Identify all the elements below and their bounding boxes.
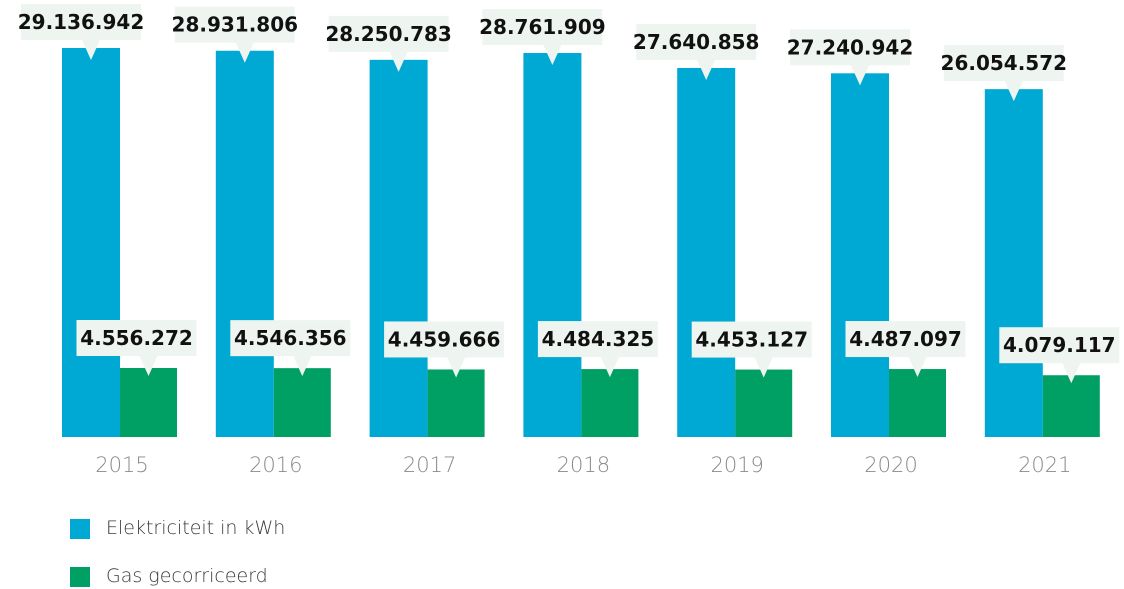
data-label-pointer xyxy=(139,356,158,376)
data-label-box xyxy=(537,321,658,358)
data-label-box xyxy=(21,4,141,40)
data-label-pointer xyxy=(600,357,619,378)
data-label-box xyxy=(482,9,603,46)
x-tick-label: 2016 xyxy=(249,453,302,477)
data-label-pointer xyxy=(697,59,716,80)
data-label-pointer xyxy=(543,45,562,66)
data-label-box xyxy=(76,320,197,356)
bar-gas-2020 xyxy=(889,369,946,437)
data-label-pointer xyxy=(908,357,927,378)
legend-swatch-gas xyxy=(70,567,90,587)
data-label-gas: 4.487.097 xyxy=(849,327,962,351)
data-label-box xyxy=(636,23,757,60)
data-label-pointer xyxy=(1062,363,1081,384)
data-label-gas: 4.453.127 xyxy=(695,328,808,352)
data-label-box xyxy=(999,327,1120,364)
legend-item-gas: Gas gecorriceerd xyxy=(70,565,470,589)
data-label-box xyxy=(230,320,351,357)
bar-gas-2015 xyxy=(120,368,177,437)
bar-electricity-2017 xyxy=(369,59,428,438)
x-tick-label: 2021 xyxy=(1018,453,1071,477)
bar-gas-2019 xyxy=(735,369,793,437)
x-tick-label: 2018 xyxy=(557,453,610,477)
bar-electricity-2016 xyxy=(215,50,274,438)
data-label-electricity: 26.054.572 xyxy=(941,51,1068,75)
legend-item-electricity: Elektriciteit in kWh xyxy=(70,517,470,541)
bar-gas-2018 xyxy=(581,369,639,437)
data-label-gas: 4.079.117 xyxy=(1003,333,1116,357)
data-label-pointer xyxy=(82,40,100,60)
bar-electricity-2021 xyxy=(984,89,1043,437)
bar-electricity-2018 xyxy=(523,53,582,438)
data-label-pointer xyxy=(447,357,466,378)
bar-electricity-2019 xyxy=(677,67,736,437)
bar-gas-2016 xyxy=(273,368,331,437)
data-label-electricity: 28.250.783 xyxy=(325,22,452,46)
data-label-box xyxy=(384,321,505,358)
data-label-box xyxy=(790,29,910,66)
x-tick-label: 2019 xyxy=(710,453,763,477)
bar-gas-2021 xyxy=(1042,375,1100,437)
data-label-pointer xyxy=(235,42,254,63)
bar-electricity-2015 xyxy=(62,48,120,437)
data-label-gas: 4.484.325 xyxy=(542,327,655,351)
data-label-electricity: 27.240.942 xyxy=(787,35,914,59)
bar-gas-2017 xyxy=(427,369,485,437)
x-tick-label: 2015 xyxy=(95,453,148,477)
data-label-box xyxy=(328,15,449,52)
legend-label-gas: Gas gecorriceerd xyxy=(106,565,268,587)
legend-swatch-electricity xyxy=(70,519,90,539)
data-label-pointer xyxy=(1004,81,1023,102)
bar-electricity-2020 xyxy=(831,73,889,437)
data-label-electricity: 28.931.806 xyxy=(172,13,299,37)
data-label-box xyxy=(691,321,812,358)
data-label-pointer xyxy=(293,356,312,377)
data-label-box xyxy=(943,45,1064,82)
data-label-pointer xyxy=(389,51,408,72)
data-label-electricity: 28.761.909 xyxy=(479,15,606,39)
data-label-box xyxy=(174,6,295,43)
x-tick-label: 2017 xyxy=(403,453,456,477)
data-label-pointer xyxy=(754,357,773,378)
data-label-electricity: 29.136.942 xyxy=(18,10,145,34)
x-tick-label: 2020 xyxy=(864,453,917,477)
data-label-pointer xyxy=(851,65,869,86)
data-label-gas: 4.459.666 xyxy=(388,327,501,351)
data-label-electricity: 27.640.858 xyxy=(633,30,760,54)
data-label-gas: 4.556.272 xyxy=(80,326,193,350)
legend-label-electricity: Elektriciteit in kWh xyxy=(106,517,286,539)
data-label-gas: 4.546.356 xyxy=(234,326,347,350)
data-label-box xyxy=(845,321,966,358)
